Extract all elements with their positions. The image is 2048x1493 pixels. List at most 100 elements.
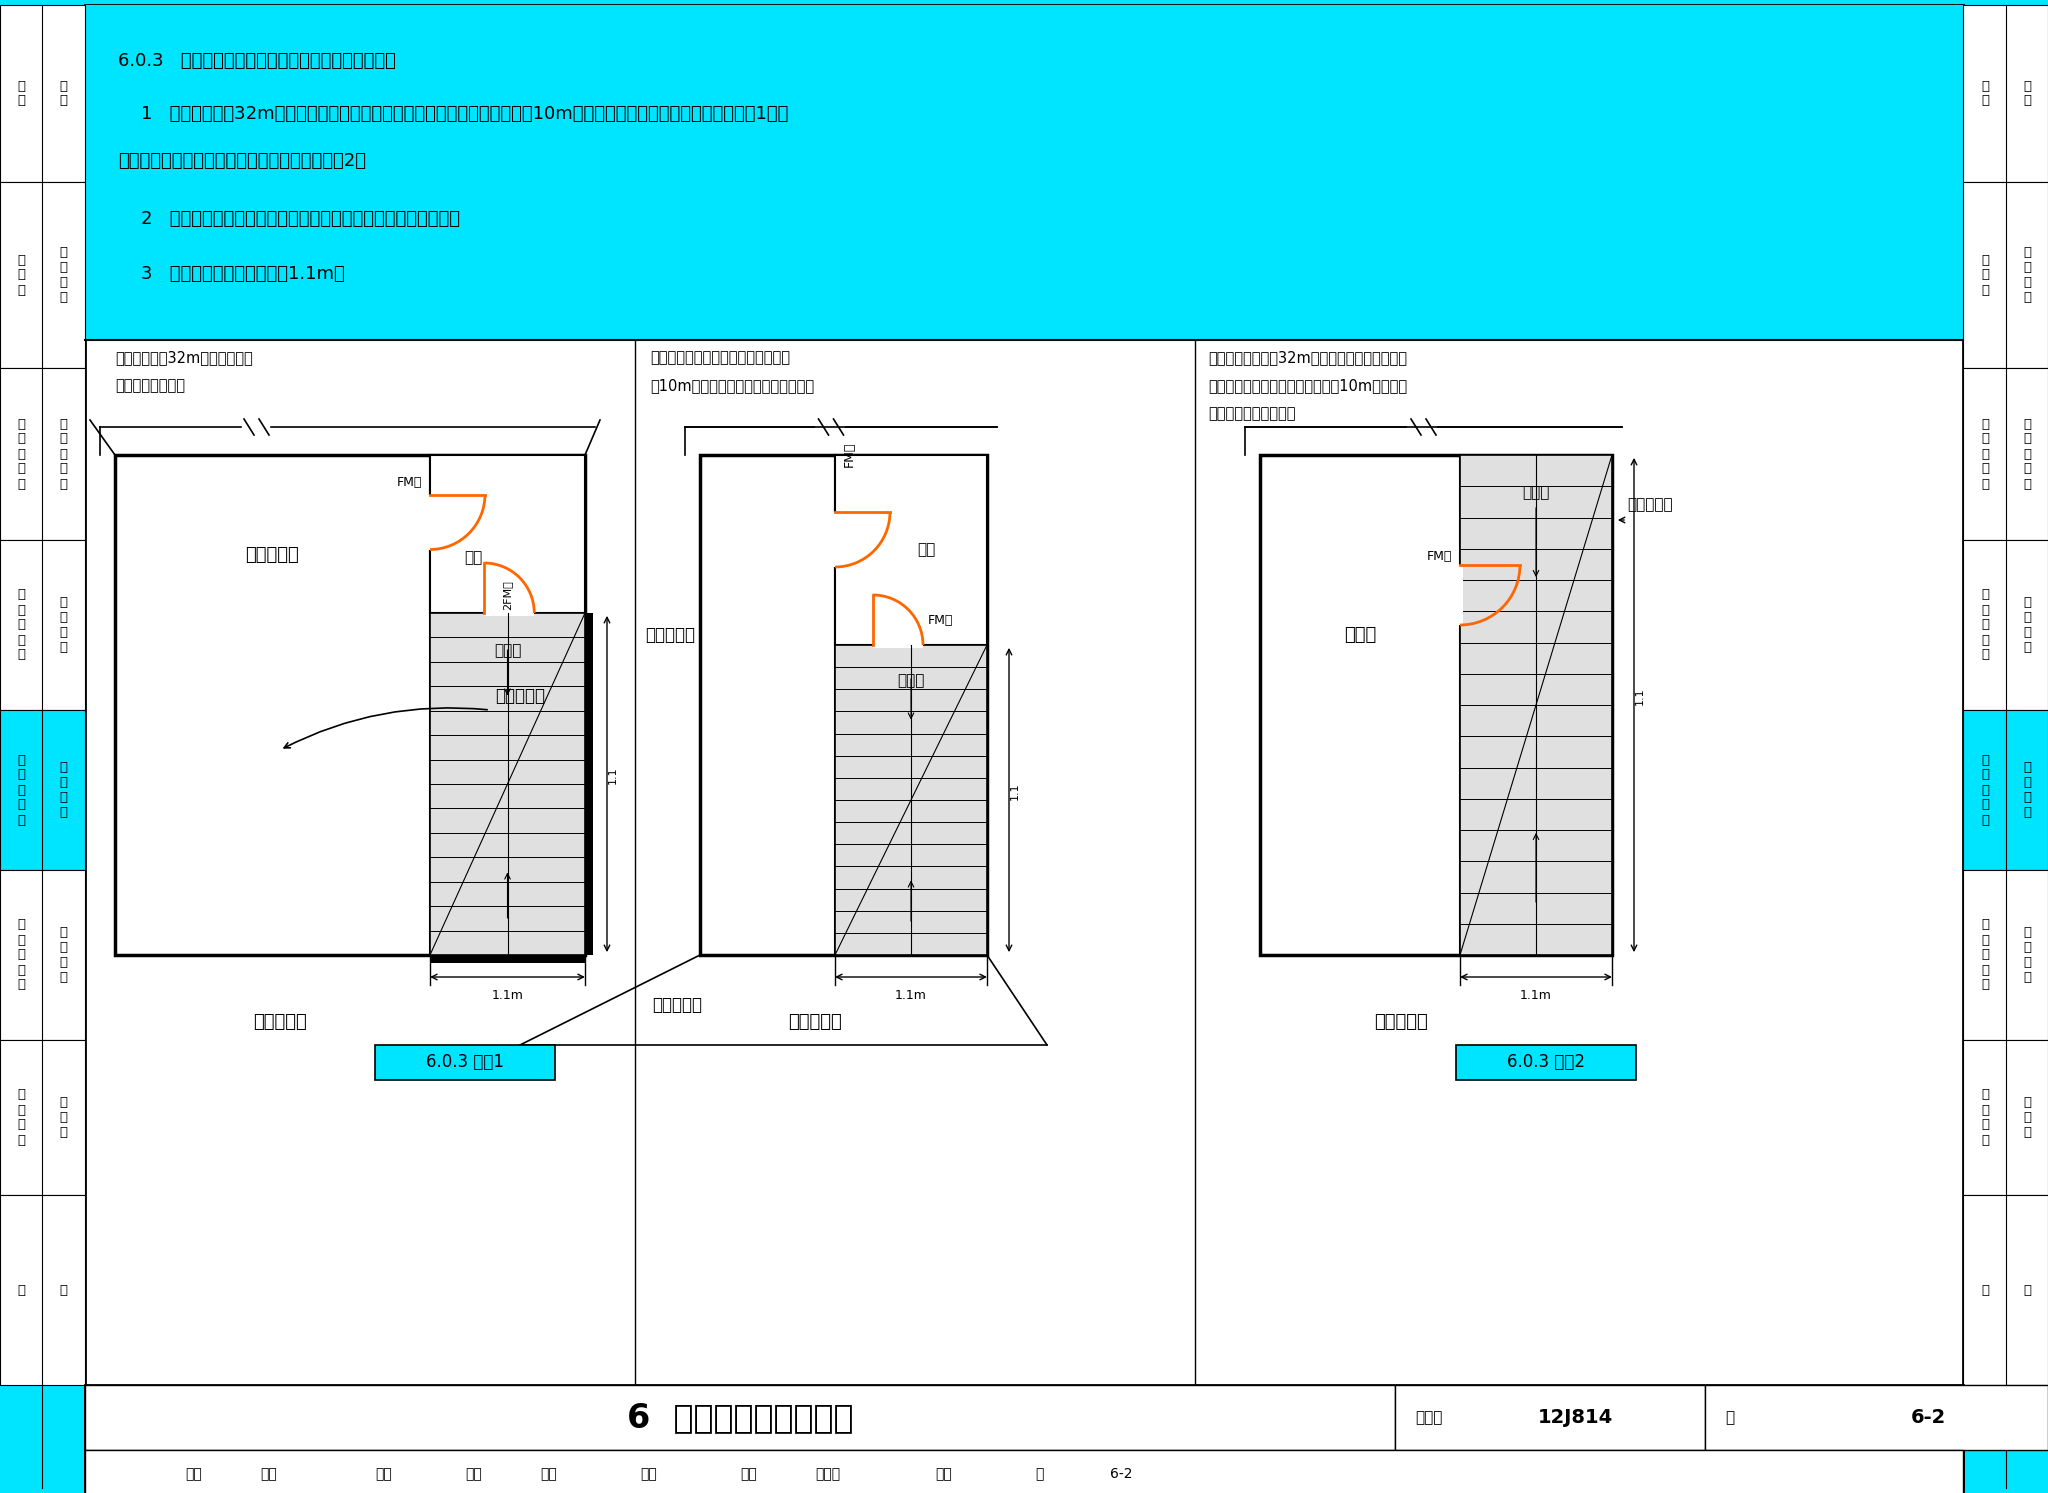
Text: 页: 页 [1724,1409,1735,1424]
Text: FM乙: FM乙 [1427,549,1452,563]
Bar [0,1194,86,1386]
Bar [836,645,987,956]
Text: 图集号: 图集号 [1415,1409,1442,1424]
Text: 审核: 审核 [184,1468,203,1481]
Text: 灭
火
设
施: 灭 火 设 施 [2023,926,2032,984]
Bar [700,455,987,956]
Text: 耐
火
等
级: 耐 火 等 级 [2023,246,2032,305]
Bar [1962,4,2048,182]
Text: 总
则: 总 则 [16,79,25,107]
Text: 分
类
和: 分 类 和 [1980,254,1989,297]
Text: 应采用防烟楼梯间: 应采用防烟楼梯间 [115,378,184,393]
Text: 术
语: 术 语 [2023,79,2032,107]
Text: 汽车库: 汽车库 [1343,626,1376,643]
Bar [1456,564,1462,626]
Text: 12J814: 12J814 [1538,1408,1612,1427]
Bar [483,611,535,617]
Text: 供
暖
通
风: 供 暖 通 风 [16,1088,25,1147]
Bar [1962,711,2048,870]
Text: 平面示意图: 平面示意图 [252,1012,307,1032]
Text: 页: 页 [1034,1468,1042,1481]
Text: 地下汽车库: 地下汽车库 [645,626,694,643]
Text: 前室: 前室 [918,542,936,557]
Bar [430,614,586,956]
Text: 1.1: 1.1 [1010,782,1020,800]
Text: 前室: 前室 [465,551,483,566]
Bar [426,494,432,549]
Text: 2FM乙: 2FM乙 [502,581,512,609]
Text: 安
全
疏
散
和: 安 全 疏 散 和 [16,754,25,827]
Text: 于10m的地下汽车库应采用防烟楼梯间: 于10m的地下汽车库应采用防烟楼梯间 [649,378,815,393]
Text: FM乙: FM乙 [397,476,422,490]
Bar [836,455,987,645]
Bar [86,1386,1395,1450]
Bar [0,1041,86,1194]
Text: 建
筑
构
造: 建 筑 构 造 [2023,596,2032,654]
Bar [0,540,86,711]
Text: 6.0.3   汽车库、修车库的疏散楼梯应符合下列规定：: 6.0.3 汽车库、修车库的疏散楼梯应符合下列规定： [119,52,395,70]
Text: 1.1: 1.1 [608,766,618,784]
Text: 和
平
面
布
置: 和 平 面 布 置 [59,418,68,491]
Bar [375,1045,555,1079]
Text: 1   建筑高度大于32m的高层汽车库、室内地面与室外出入口地坪的高差大于10m的地下汽车库应采用防烟楼梯间【图示1】，: 1 建筑高度大于32m的高层汽车库、室内地面与室外出入口地坪的高差大于10m的地… [119,105,788,122]
Bar [1962,1041,2048,1194]
Text: 防烟楼梯间: 防烟楼梯间 [496,687,545,705]
Text: 气: 气 [59,1284,68,1296]
Text: 气: 气 [2023,1284,2032,1296]
Bar [0,182,86,367]
Text: 楼梯间: 楼梯间 [897,673,926,688]
Text: FM乙: FM乙 [928,614,954,627]
Text: 审主: 审主 [375,1468,391,1481]
Text: 楼梯间: 楼梯间 [494,643,520,658]
Text: 救
援
设
施: 救 援 设 施 [59,761,68,820]
Text: 6-2: 6-2 [1911,1408,1946,1427]
Text: 防
火
分
隔
和: 防 火 分 隔 和 [1980,588,1989,661]
Text: 灭
火
设
施: 灭 火 设 施 [59,926,68,984]
Text: 分
类
和: 分 类 和 [16,254,25,297]
Bar [430,455,586,614]
Bar [1962,1194,2048,1386]
Text: 高层汽车库: 高层汽车库 [246,546,299,564]
Text: 总
平
面
布
局: 总 平 面 布 局 [16,418,25,491]
Bar [86,1386,1962,1493]
Bar [1260,455,1612,956]
Text: 和
排
烟: 和 排 烟 [2023,1096,2032,1139]
Bar [1460,455,1612,956]
Text: 建筑高度大于32m的高层汽车库: 建筑高度大于32m的高层汽车库 [115,349,252,364]
Text: 消
防
给
水
和: 消 防 给 水 和 [16,918,25,991]
Text: 1.1m: 1.1m [895,988,928,1002]
Text: 3   疏散楼梯的宽度不应小于1.1m。: 3 疏散楼梯的宽度不应小于1.1m。 [119,264,344,284]
Bar [430,956,586,963]
Text: 1.1: 1.1 [1634,687,1645,705]
Text: 设计: 设计 [739,1468,758,1481]
Bar [1706,1386,2048,1450]
Text: 胡汛: 胡汛 [639,1468,657,1481]
Text: 室内地面与室外出入口地坪的高差大: 室内地面与室外出入口地坪的高差大 [649,349,791,364]
Text: 其他汽车库、修车库应采用封闭楼梯间；【图示2】: 其他汽车库、修车库应采用封闭楼梯间；【图示2】 [119,152,367,170]
Text: 安
全
疏
散
和: 安 全 疏 散 和 [1980,754,1989,827]
Bar [831,512,838,567]
Text: 防烟楼梯间: 防烟楼梯间 [653,996,702,1014]
Text: 焦冀曾: 焦冀曾 [815,1468,840,1481]
Text: 曹杰: 曹杰 [260,1468,276,1481]
Text: 审主: 审主 [936,1468,952,1481]
Text: 平面示意图: 平面示意图 [1374,1012,1427,1032]
Text: 6.0.3 图示1: 6.0.3 图示1 [426,1053,504,1070]
Bar [0,367,86,540]
Text: 与室外出入口地坪的高差小于等于10m的地下汽: 与室外出入口地坪的高差小于等于10m的地下汽 [1208,378,1407,393]
Bar [0,4,86,182]
Text: 平面示意图: 平面示意图 [788,1012,842,1032]
Bar [872,642,924,648]
Bar [1456,1045,1636,1079]
Text: 和
平
面
布
置: 和 平 面 布 置 [2023,418,2032,491]
Bar [0,711,86,870]
Text: 术
语: 术 语 [59,79,68,107]
Bar [1962,367,2048,540]
Text: 电: 电 [16,1284,25,1296]
Text: 楼梯间: 楼梯间 [1522,485,1550,500]
Text: 6.0.3 图示2: 6.0.3 图示2 [1507,1053,1585,1070]
Bar [1962,870,2048,1041]
Text: 封闭楼梯间: 封闭楼梯间 [1626,497,1673,512]
Text: 总
则: 总 则 [1980,79,1989,107]
Text: 救
援
设
施: 救 援 设 施 [2023,761,2032,820]
